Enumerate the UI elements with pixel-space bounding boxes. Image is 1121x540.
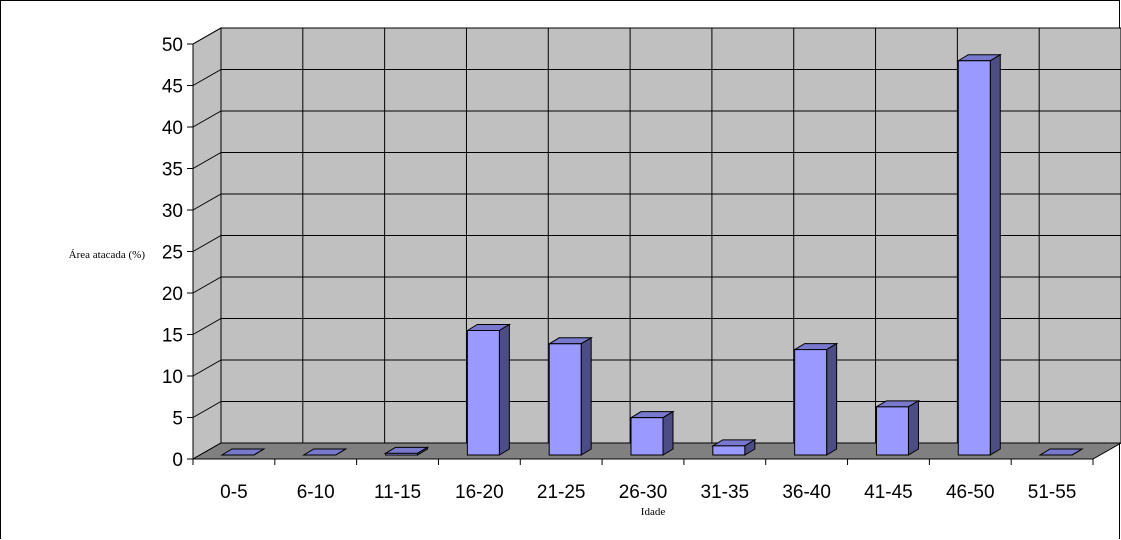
x-tick-label: 16-20: [455, 482, 504, 503]
bar-26-30: [629, 410, 675, 456]
y-tick-label: 25: [162, 243, 183, 264]
bar-front: [875, 406, 909, 456]
bar-side: [498, 323, 510, 456]
bar-side: [989, 53, 1001, 456]
y-axis-title: Área atacada (%): [69, 249, 146, 261]
x-tick-label: 46-50: [946, 482, 995, 503]
y-tick-label: 10: [162, 367, 183, 388]
x-tick-label: 26-30: [619, 482, 668, 503]
x-tick-label: 11-15: [374, 482, 421, 503]
bar-side: [1071, 448, 1083, 456]
y-tick-label: 50: [162, 35, 183, 56]
bar-side: [580, 336, 592, 456]
x-tick-labels: 0-5 6-10 11-15 16-20 21-25 26-30 31-35 36-40 41-…: [220, 482, 1076, 503]
bar-16-20: [465, 323, 512, 456]
bar-side: [662, 410, 674, 456]
bar-41-45: [874, 399, 921, 456]
bar-21-25: [547, 336, 593, 456]
bar-51-55: [1038, 448, 1084, 456]
bar-front: [630, 417, 664, 456]
y-tick-label: 0: [172, 450, 183, 471]
bar-36-40: [792, 342, 839, 456]
bar-6-10: [301, 448, 348, 456]
x-axis-title: Idade: [641, 506, 666, 518]
bar-side: [826, 342, 838, 456]
bar-46-50: [956, 53, 1003, 456]
bar-side: [335, 448, 346, 456]
bars: [220, 53, 1084, 456]
axes: [187, 43, 1094, 465]
bar-11-15: [383, 446, 430, 456]
bar-front: [712, 445, 746, 456]
x-tick-label: 41-45: [864, 482, 913, 503]
bar-front: [548, 343, 582, 456]
x-tick-label: 36-40: [782, 482, 831, 503]
y-tick-label: 35: [162, 160, 183, 181]
bar-31-35: [711, 438, 757, 456]
bar-front: [794, 349, 828, 456]
bar-front: [466, 330, 500, 456]
bar-front: [957, 60, 991, 456]
x-tick-label: 6-10: [297, 482, 335, 503]
bar-0-5: [220, 448, 266, 456]
bar-side: [253, 448, 265, 456]
x-tick-label: 51-55: [1028, 482, 1077, 503]
y-tick-label: 5: [172, 409, 183, 430]
bar-front: [385, 452, 419, 456]
y-tick-label: 20: [162, 284, 183, 305]
y-tick-labels: 0 5 10 15 20 25 30 35 40 45 50: [162, 35, 183, 471]
y-tick-label: 30: [162, 201, 183, 222]
y-tick-label: 45: [162, 77, 183, 98]
gridlines: [192, 27, 1121, 460]
bar-side: [907, 399, 919, 456]
y-tick-label: 15: [162, 326, 183, 347]
y-tick-label: 40: [162, 118, 183, 139]
x-tick-label: 21-25: [537, 482, 586, 503]
x-tick-label: 0-5: [220, 482, 247, 503]
x-tick-label: 31-35: [701, 482, 750, 503]
